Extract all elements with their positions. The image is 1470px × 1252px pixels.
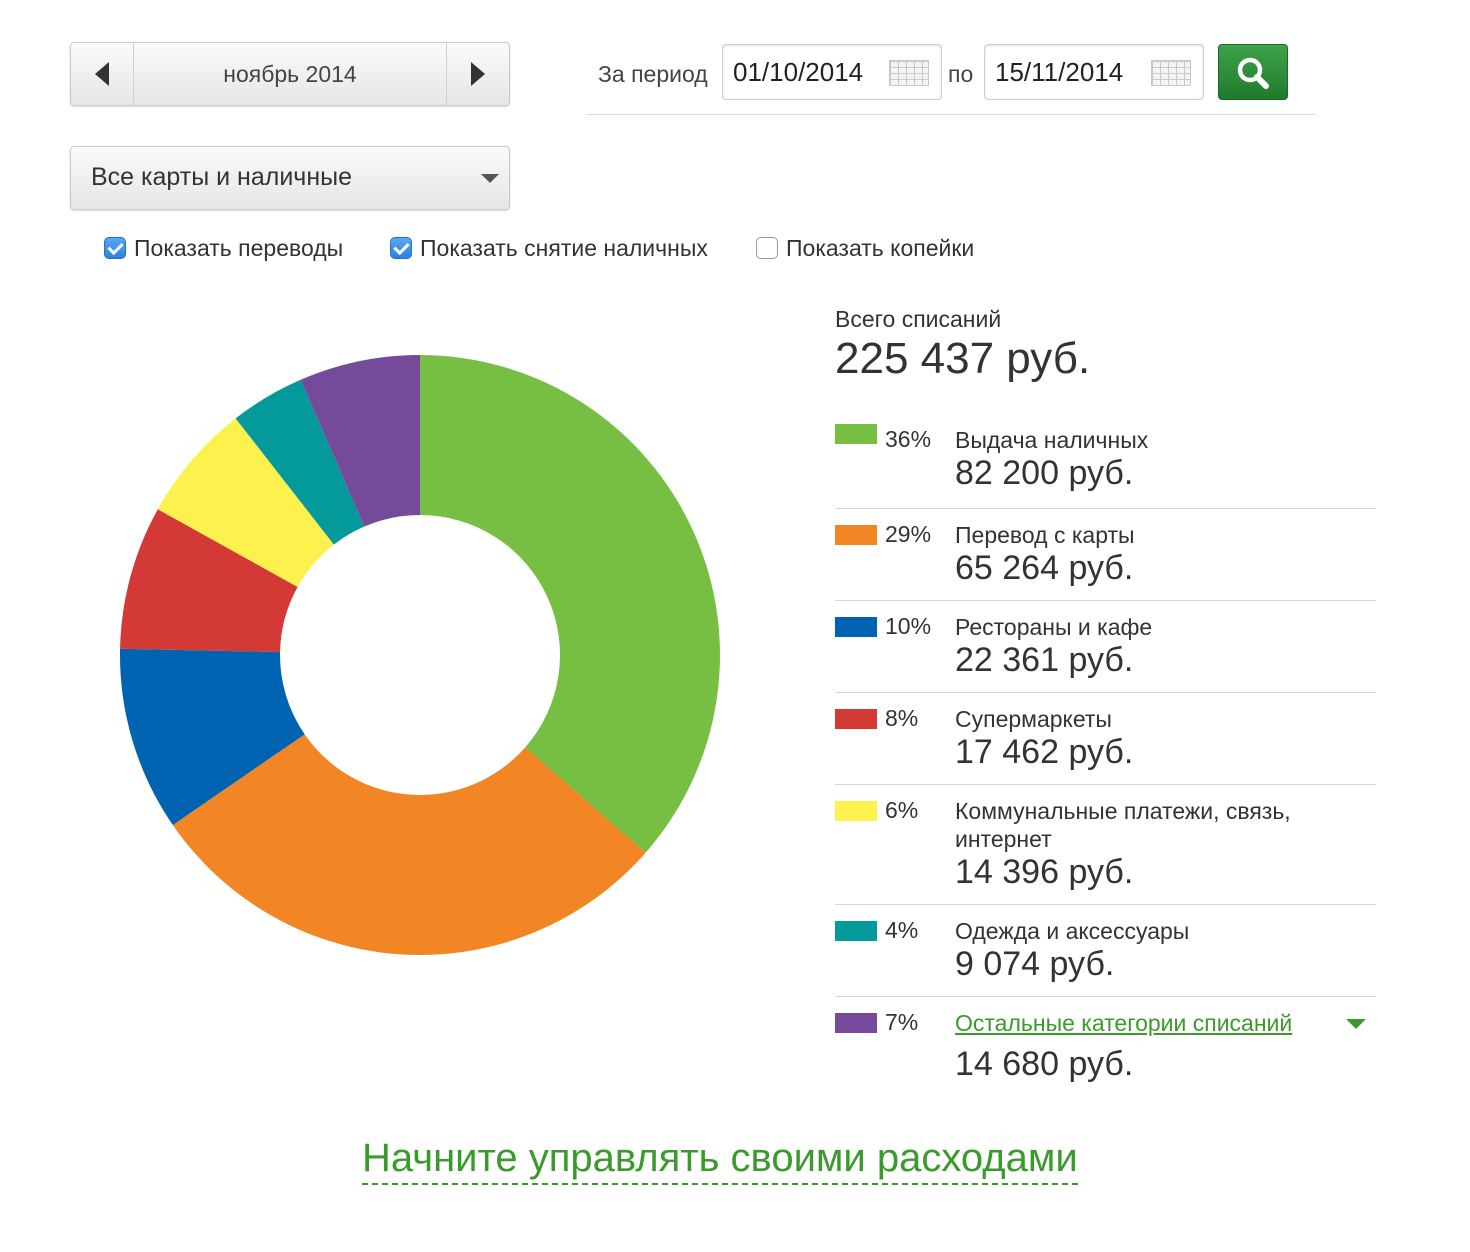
total-value: 225 437 руб. (835, 334, 1091, 383)
period-filter: За период по (586, 42, 1316, 115)
checkbox-unchecked-icon[interactable] (756, 237, 778, 259)
legend-item: 4% Одежда и аксессуары 9 074 руб. (835, 905, 1376, 997)
date-to-field[interactable] (984, 44, 1204, 100)
legend-item: 7% Остальные категории списаний 14 680 р… (835, 997, 1376, 1092)
arrow-left-icon (95, 62, 109, 86)
legend-percent: 4% (885, 917, 919, 943)
donut-slice[interactable] (300, 355, 420, 527)
legend-item: 6% Коммунальные платежи, связь, интернет… (835, 785, 1376, 905)
legend-swatch (835, 801, 877, 821)
expenses-donut-chart (120, 355, 720, 955)
donut-slice[interactable] (120, 509, 298, 653)
donut-slice[interactable] (157, 418, 334, 587)
legend-percent: 8% (885, 705, 919, 731)
show-transfers-checkbox[interactable]: Показать переводы (104, 234, 343, 262)
date-to-input[interactable] (995, 55, 1145, 89)
show-cash-withdrawal-label: Показать снятие наличных (420, 234, 708, 261)
legend-item: 10% Рестораны и кафе 22 361 руб. (835, 601, 1376, 693)
period-to-label: по (948, 61, 974, 87)
legend-swatch (835, 709, 877, 729)
donut-slice[interactable] (172, 734, 646, 955)
legend-swatch (835, 424, 877, 444)
other-categories-link[interactable]: Остальные категории списаний (955, 1010, 1293, 1036)
legend-category: Выдача наличных (955, 427, 1149, 453)
legend-category: Одежда и аксессуары (955, 918, 1190, 944)
show-kopecks-checkbox[interactable]: Показать копейки (756, 234, 974, 262)
legend-amount: 17 462 руб. (955, 733, 1134, 771)
donut-slice[interactable] (420, 355, 720, 853)
legend-swatch (835, 921, 877, 941)
legend-swatch (835, 525, 877, 545)
month-navigator: ноябрь 2014 (70, 42, 510, 106)
card-select-dropdown[interactable]: Все карты и наличные (70, 146, 510, 210)
prev-month-button[interactable] (71, 43, 134, 105)
legend-amount: 14 396 руб. (955, 853, 1134, 891)
checkbox-checked-icon[interactable] (104, 237, 126, 259)
manage-expenses-link[interactable]: Начните управлять своими расходами (362, 1136, 1078, 1185)
current-month-label: ноябрь 2014 (223, 60, 357, 87)
arrow-right-icon (471, 62, 485, 86)
period-label: За период (598, 61, 708, 87)
legend-amount: 22 361 руб. (955, 641, 1134, 679)
calendar-icon[interactable] (1151, 60, 1191, 86)
legend-category: Коммунальные платежи, связь, интернет (955, 798, 1291, 852)
card-select-value: Все карты и наличные (91, 163, 353, 191)
chevron-down-icon (481, 174, 499, 183)
chevron-down-icon[interactable] (1346, 1019, 1366, 1029)
legend-item: 8% Супермаркеты 17 462 руб. (835, 693, 1376, 785)
legend-percent: 10% (885, 613, 932, 639)
date-from-field[interactable] (722, 44, 942, 100)
legend-amount: 9 074 руб. (955, 945, 1115, 983)
donut-slice[interactable] (235, 379, 365, 545)
show-transfers-label: Показать переводы (134, 234, 344, 261)
donut-slice[interactable] (120, 648, 305, 825)
legend-percent: 7% (885, 1009, 919, 1035)
search-icon (1237, 57, 1269, 89)
legend-category: Перевод с карты (955, 522, 1135, 548)
total-label: Всего списаний (835, 306, 1002, 332)
legend-percent: 6% (885, 797, 919, 823)
legend-item: 36% Выдача наличных 82 200 руб. (835, 420, 1376, 509)
legend-percent: 36% (885, 426, 932, 452)
legend-category: Супермаркеты (955, 706, 1112, 732)
checkbox-checked-icon[interactable] (390, 237, 412, 259)
date-from-input[interactable] (733, 55, 883, 89)
show-cash-withdrawal-checkbox[interactable]: Показать снятие наличных (390, 234, 708, 262)
category-legend: 36% Выдача наличных 82 200 руб. 29% Пере… (835, 420, 1376, 1092)
calendar-icon[interactable] (889, 60, 929, 86)
next-month-button[interactable] (446, 43, 509, 105)
legend-amount: 65 264 руб. (955, 549, 1134, 587)
legend-item: 29% Перевод с карты 65 264 руб. (835, 509, 1376, 601)
legend-swatch (835, 1013, 877, 1033)
legend-swatch (835, 617, 877, 637)
legend-category: Рестораны и кафе (955, 614, 1153, 640)
show-kopecks-label: Показать копейки (786, 234, 975, 261)
legend-percent: 29% (885, 521, 932, 547)
search-button[interactable] (1218, 44, 1288, 100)
legend-amount: 14 680 руб. (955, 1045, 1134, 1083)
legend-amount: 82 200 руб. (955, 454, 1134, 492)
